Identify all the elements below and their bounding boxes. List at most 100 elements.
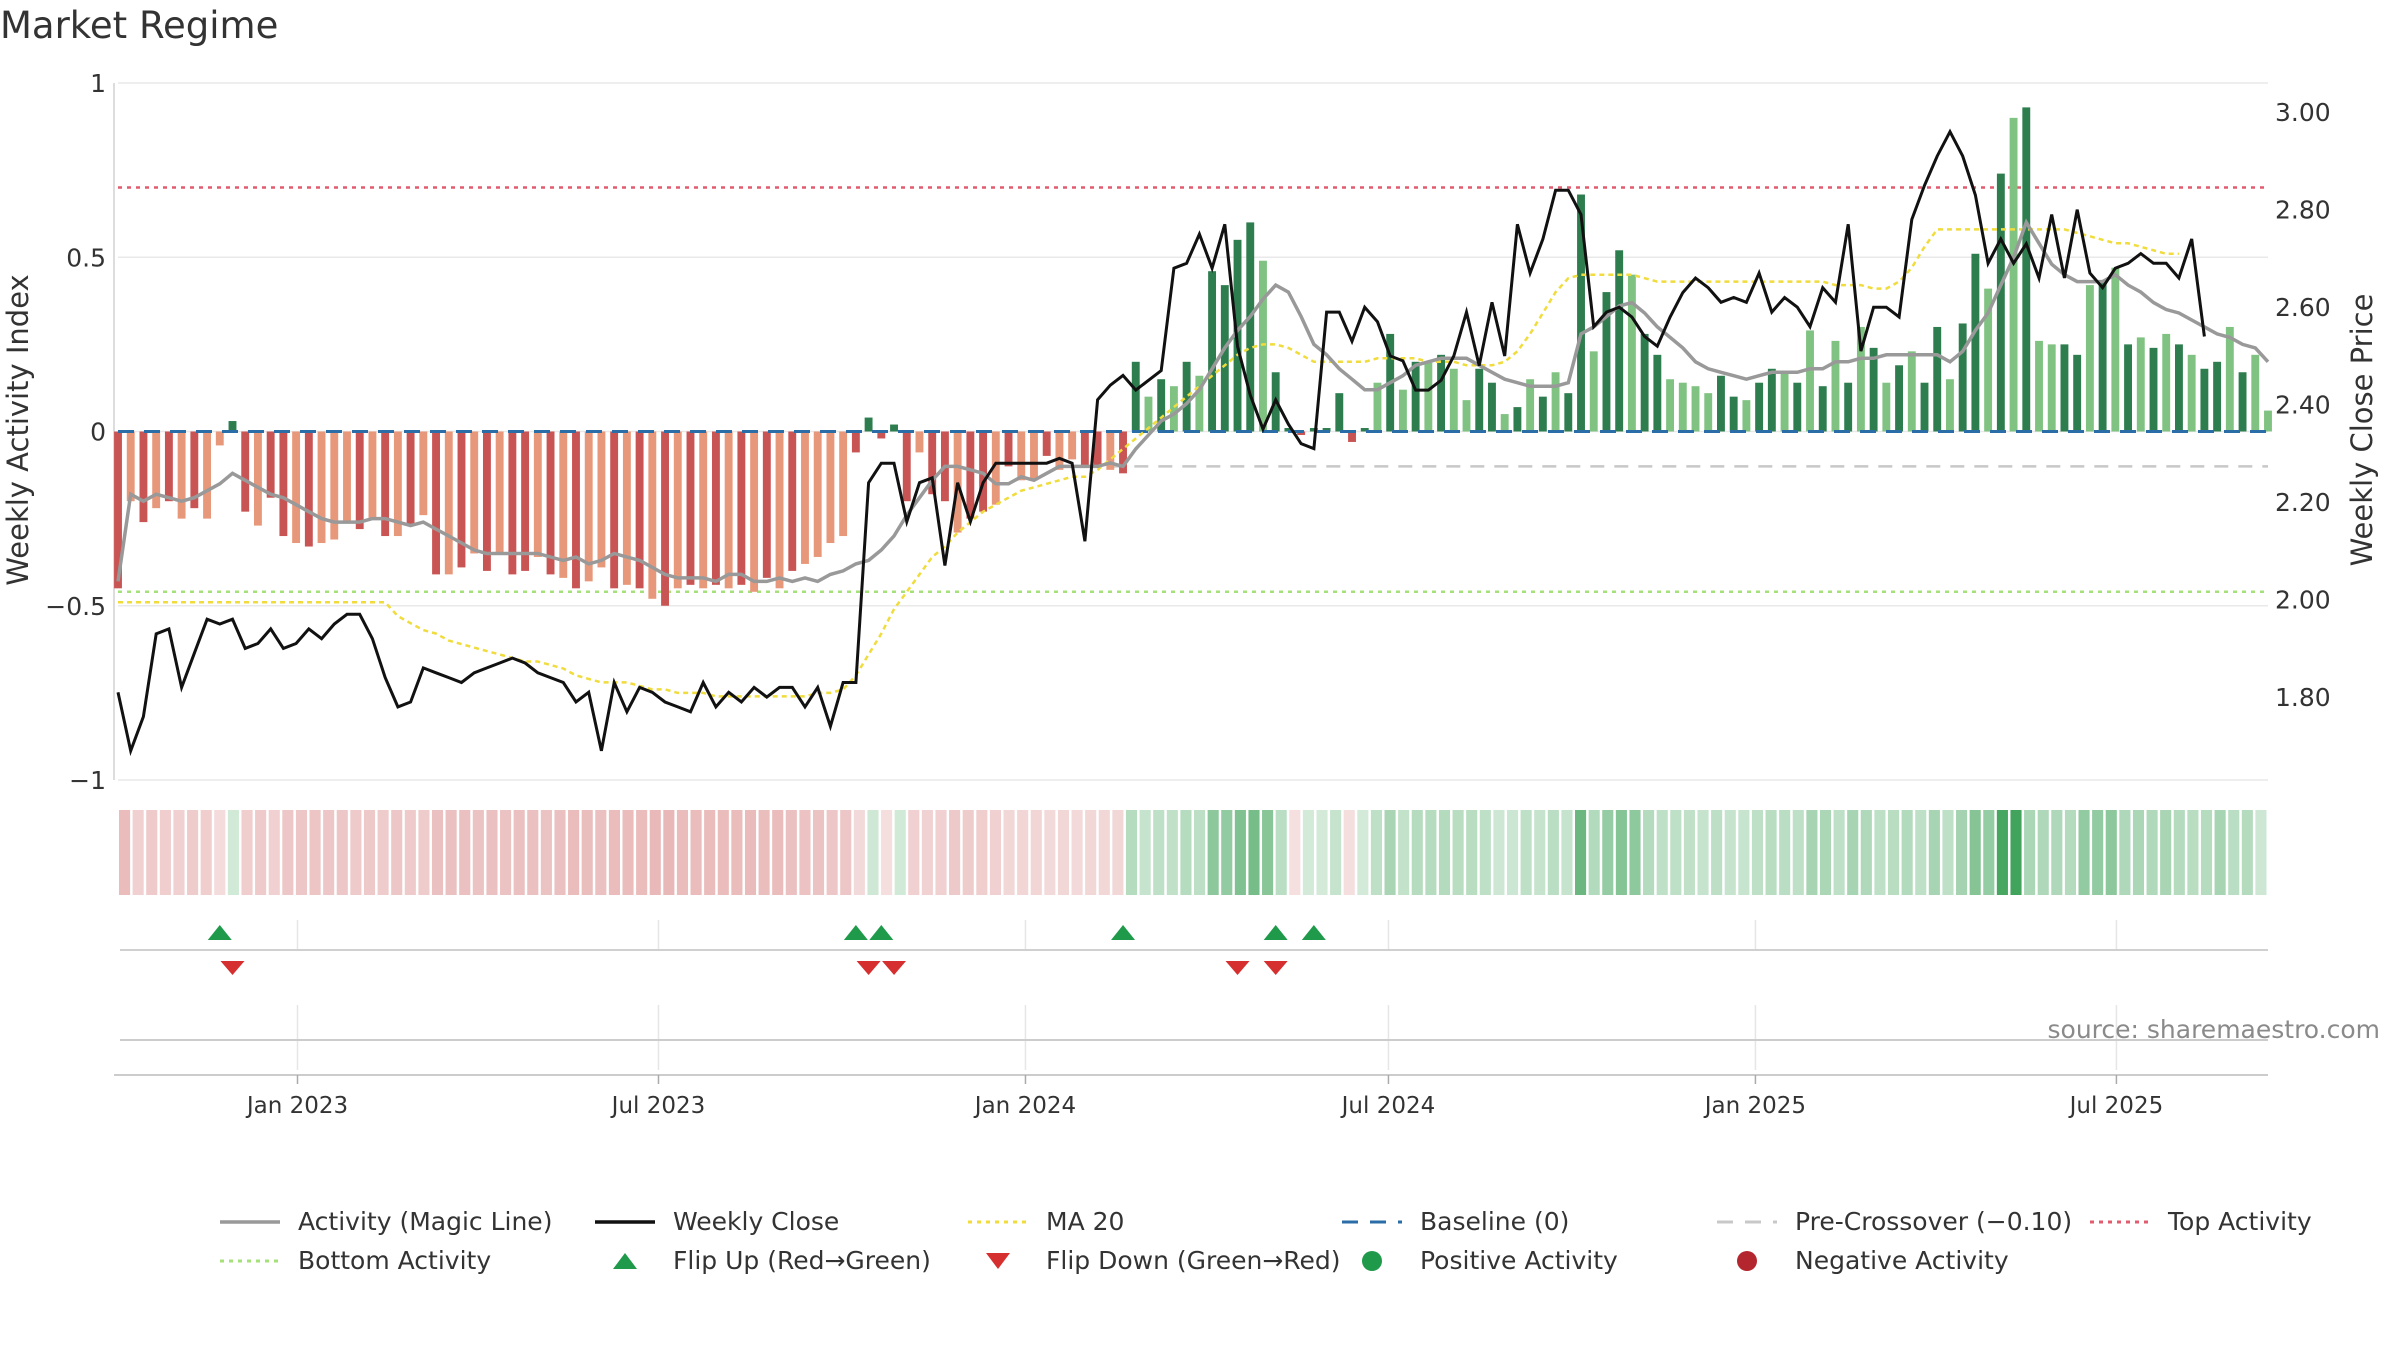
regime-band-cell [1724,810,1736,895]
regime-band-cell [1125,810,1138,895]
regime-band-cell [758,810,770,895]
chart-title: Market Regime [0,4,279,47]
regime-band-cell [595,810,607,895]
regime-band-cell [2037,810,2049,895]
regime-band-cell [309,810,321,895]
regime-band-cell [1887,810,1900,895]
activity-bar [1030,431,1038,481]
regime-band-cell [1289,810,1301,895]
regime-band-cell [540,810,552,895]
regime-band-cell [676,810,689,895]
activity-bar [711,431,720,585]
regime-band-cell [1330,810,1342,895]
activity-bar [648,431,657,599]
activity-bar [1513,407,1522,432]
activity-bar [2111,267,2120,432]
activity-bar [330,431,339,540]
regime-band-cell [1207,810,1219,895]
activity-bar [1411,361,1420,432]
activity-bar [215,431,224,446]
activity-bar [1717,375,1725,432]
regime-band-cell [690,810,702,895]
activity-bar [1653,354,1662,432]
regime-band-cell [200,810,212,895]
activity-bar [572,431,580,589]
regime-band-cell [445,810,457,895]
regime-band-cell [119,810,131,895]
activity-bar [1780,372,1789,432]
activity-bar [1767,368,1776,432]
regime-band-cell [295,810,308,895]
activity-bar [1704,393,1713,432]
activity-bar [673,431,682,589]
activity-bar [177,431,186,519]
activity-bar [495,431,504,554]
regime-band-cell [2078,810,2090,895]
regime-band-cell [1438,810,1451,895]
activity-bar [1131,361,1140,432]
activity-bar [1933,326,1942,432]
activity-bar [1398,389,1407,432]
activity-bar [1691,386,1700,432]
regime-band-cell [826,810,838,895]
regime-band-cell [268,810,280,895]
regime-band-cell [1928,810,1940,895]
regime-band-cell [1779,810,1791,895]
activity-bar [826,431,835,544]
regime-band-cell [336,810,348,895]
regime-band-cell [2024,810,2036,895]
activity-bar [851,431,860,453]
x-tick-label: Jul 2024 [1340,1093,1436,1119]
activity-bar [1627,274,1636,432]
regime-band-cell [1316,810,1328,895]
activity-bar [152,431,161,509]
activity-bar [368,431,377,519]
regime-band-cell [1833,810,1845,895]
activity-bar [1984,288,1993,432]
x-tick-label: Jan 2023 [245,1093,348,1119]
activity-bar [1793,382,1802,432]
regime-band-cell [2160,810,2172,895]
activity-bar [1602,292,1611,432]
regime-band-cell [608,810,620,895]
regime-band-cell [1275,810,1287,895]
regime-band-cell [568,810,580,895]
regime-band-cell [2255,810,2267,895]
activity-bar [1322,428,1331,432]
activity-bar [1208,271,1217,432]
regime-band-cell [840,810,852,895]
regime-band-cell [1983,810,1995,895]
y-tick-label: 0.5 [66,243,106,272]
regime-band-cell [649,810,661,895]
ma20-line [118,228,2179,698]
regime-band-cell [418,810,430,895]
activity-bar [584,431,593,582]
activity-bar [114,431,122,589]
activity-bar [1335,393,1344,432]
activity-bar [1500,414,1509,432]
regime-band-cell [989,810,1001,895]
activity-bar [1309,428,1318,432]
x-tick-label: Jan 2025 [1703,1093,1806,1119]
regime-band-cell [1057,810,1070,895]
activity-bar [482,431,491,571]
activity-bar [1488,382,1496,432]
activity-bar [2149,347,2158,432]
activity-bar [1017,431,1026,481]
activity-bar [2136,337,2145,432]
activity-bar [432,431,440,575]
regime-band-cell [1602,810,1614,895]
activity-bar [1806,330,1814,432]
regime-band-cell [391,810,403,895]
regime-band-cell [1765,810,1777,895]
activity-bar [2047,344,2056,432]
regime-band-cell [1860,810,1872,895]
regime-band-cell [622,810,634,895]
activity-bar [419,431,428,516]
regime-band-cell [1030,810,1042,895]
flip-down-marker [1225,961,1250,975]
regime-band-cell [1643,810,1655,895]
regime-band-cell [255,810,267,895]
regime-band-cell [1901,810,1913,895]
regime-band-cell [214,810,226,895]
